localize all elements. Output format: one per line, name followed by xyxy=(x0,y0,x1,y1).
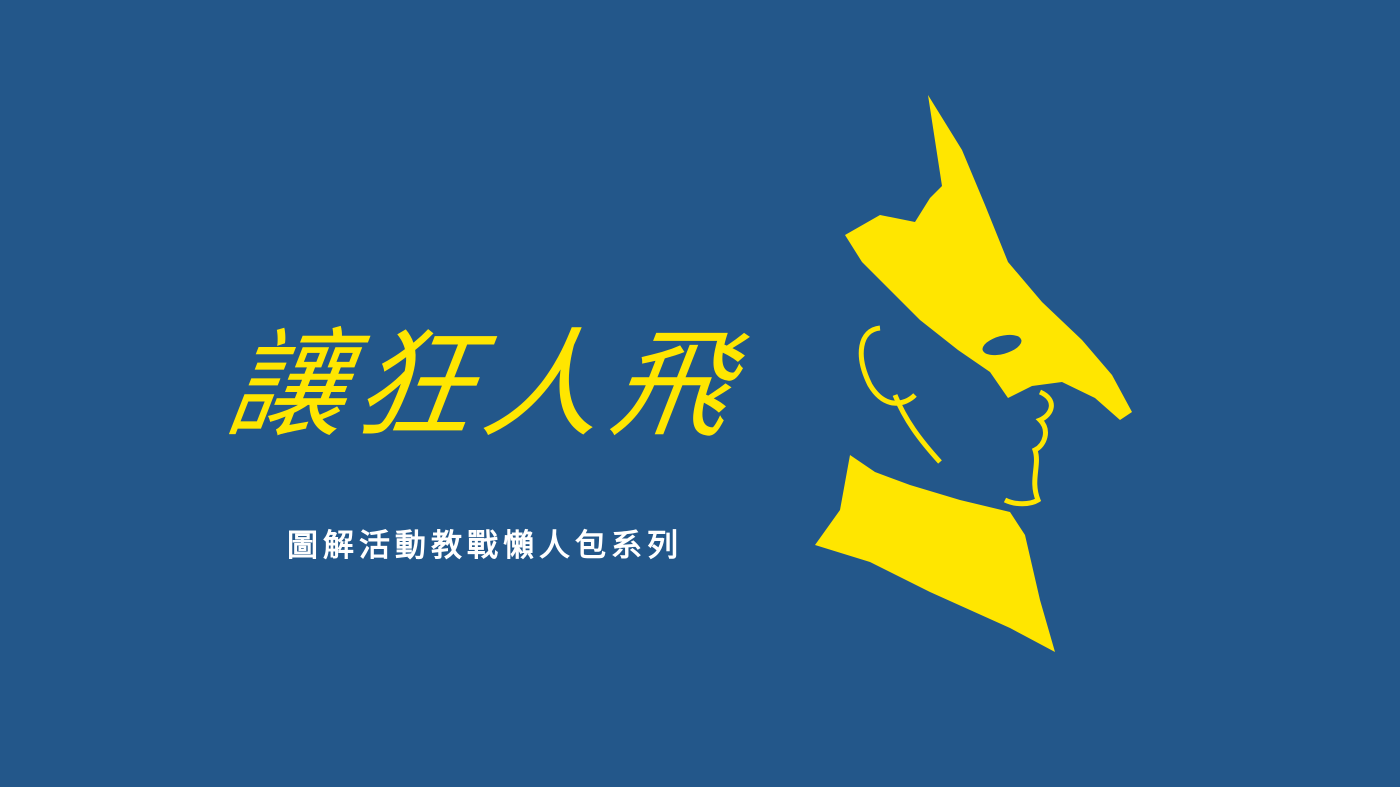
face-line xyxy=(892,389,1054,507)
bird-mask xyxy=(845,95,1132,420)
mask-eye xyxy=(982,334,1022,356)
subtitle: 圖解活動教戰懶人包系列 xyxy=(287,528,683,564)
ear xyxy=(858,325,917,406)
collar xyxy=(815,455,1055,652)
logo-text: 讓狂人飛 xyxy=(219,316,751,454)
